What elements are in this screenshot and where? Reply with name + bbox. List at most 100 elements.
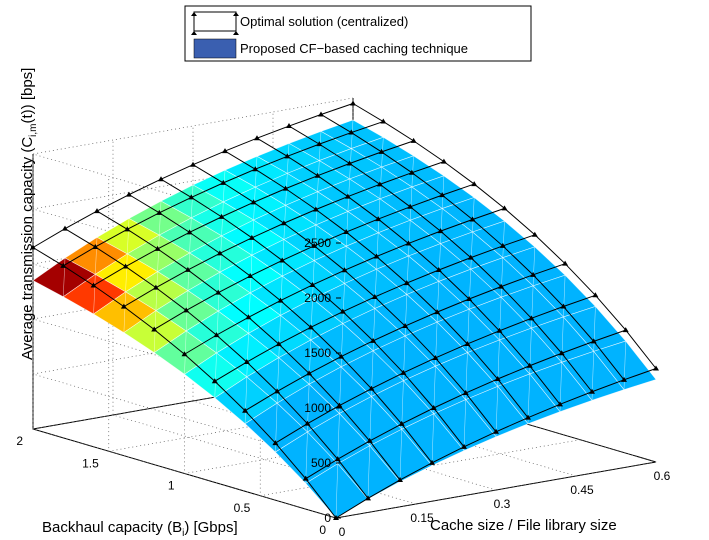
- surface-diagonal: [440, 208, 443, 244]
- surface-diagonal: [308, 339, 312, 385]
- surface-diagonal: [216, 311, 219, 353]
- mesh-marker: [560, 303, 567, 309]
- legend-mesh-swatch: [191, 11, 239, 35]
- mesh-marker: [215, 289, 222, 295]
- grid-line-z: [32, 97, 354, 244]
- x-tick-label: 0.3: [494, 497, 511, 511]
- surface-diagonal: [313, 224, 317, 261]
- mesh-marker: [311, 242, 318, 248]
- surface-diagonal: [463, 399, 466, 451]
- surface-diagonal: [340, 323, 344, 367]
- mesh-marker: [156, 209, 163, 215]
- surface-diagonal: [189, 217, 192, 254]
- mesh-marker: [152, 284, 159, 290]
- surface-diagonal: [248, 292, 251, 334]
- proposed-surface: [32, 119, 657, 519]
- mesh-marker: [120, 303, 127, 309]
- x-tick-label: 0: [339, 525, 346, 539]
- mesh-marker: [343, 229, 350, 235]
- mesh-marker: [254, 135, 260, 141]
- legend-surface-swatch: [193, 38, 237, 59]
- surface-diagonal: [563, 275, 566, 317]
- mesh-marker: [469, 216, 476, 222]
- mesh-marker: [188, 194, 195, 200]
- mesh-marker: [312, 206, 319, 212]
- mesh-marker: [501, 205, 508, 211]
- surface-diagonal: [404, 294, 408, 336]
- y-tick-label: 0.5: [234, 501, 251, 515]
- surface-diagonal: [345, 211, 349, 247]
- mesh-marker: [461, 443, 467, 449]
- mesh-marker: [403, 280, 410, 286]
- mesh-marker: [496, 327, 503, 333]
- z-tick-label: 1500: [304, 346, 331, 360]
- surface-diagonal: [374, 269, 377, 309]
- mesh-marker: [30, 244, 36, 250]
- surface-diagonal: [95, 237, 98, 275]
- mesh-marker: [126, 191, 132, 197]
- x-tick-label: 0.45: [570, 483, 594, 497]
- mesh-marker: [339, 308, 346, 314]
- surface-diagonal: [123, 291, 126, 333]
- surface-diagonal: [155, 271, 158, 311]
- mesh-marker: [410, 137, 417, 143]
- mesh-marker: [557, 401, 563, 407]
- mesh-marker: [286, 123, 292, 129]
- surface-diagonal: [470, 232, 473, 270]
- mesh-marker: [435, 267, 442, 273]
- surface-diagonal: [367, 445, 370, 500]
- surface-diagonal: [593, 306, 596, 352]
- surface-diagonal: [441, 175, 445, 209]
- mesh-marker: [122, 263, 129, 269]
- surface-diagonal: [406, 256, 409, 295]
- y-tick-label: 1: [168, 479, 175, 493]
- mesh-marker: [279, 257, 286, 263]
- y-axis-label: Backhaul capacity (Bi) [Gbps]: [42, 519, 238, 539]
- mesh-marker: [338, 353, 345, 359]
- mesh-marker: [124, 226, 131, 232]
- mesh-marker: [184, 266, 191, 272]
- mesh-marker: [398, 420, 405, 426]
- surface-diagonal: [157, 235, 160, 272]
- mesh-marker: [277, 297, 284, 303]
- mesh-marker: [304, 420, 311, 426]
- mesh-marker: [242, 407, 249, 413]
- surface-diagonal: [337, 413, 340, 464]
- z-axis-label: Average transmission capacity (Ci,m(t)) …: [19, 68, 39, 360]
- mesh-marker: [592, 292, 599, 298]
- mesh-marker: [282, 185, 289, 191]
- mesh-marker: [346, 160, 353, 166]
- mesh-marker: [302, 475, 309, 481]
- mesh-marker: [350, 100, 356, 106]
- surface-diagonal: [159, 201, 162, 236]
- mesh-marker: [467, 254, 474, 260]
- mesh-marker: [590, 338, 597, 344]
- legend-label-proposed: Proposed CF−based caching technique: [240, 41, 468, 56]
- z-tick-label: 0: [324, 511, 331, 525]
- mesh-marker: [499, 242, 506, 248]
- mesh-marker: [92, 243, 99, 249]
- optimal-mesh: [30, 100, 659, 520]
- mesh-marker: [248, 234, 255, 240]
- surface-diagonal: [499, 297, 502, 340]
- surface-diagonal: [472, 197, 475, 233]
- surface-diagonal: [221, 201, 224, 236]
- mesh-marker: [408, 169, 415, 175]
- mesh-marker: [466, 296, 473, 302]
- surface-diagonal: [531, 285, 534, 329]
- mesh-marker: [397, 476, 403, 482]
- z-tick-label: 2500: [304, 236, 331, 250]
- mesh-marker: [243, 359, 250, 365]
- mesh-marker: [653, 365, 659, 371]
- surface-diagonal: [436, 281, 440, 323]
- mesh-marker: [471, 181, 478, 187]
- mesh-marker: [314, 172, 321, 178]
- mesh-marker: [437, 228, 444, 234]
- mesh-marker: [525, 414, 531, 420]
- x-tick-label: 0.6: [654, 469, 671, 483]
- mesh-marker: [211, 378, 218, 384]
- mesh-marker: [250, 199, 257, 205]
- surface-diagonal: [310, 298, 313, 340]
- y-tick-label: 2: [16, 434, 23, 448]
